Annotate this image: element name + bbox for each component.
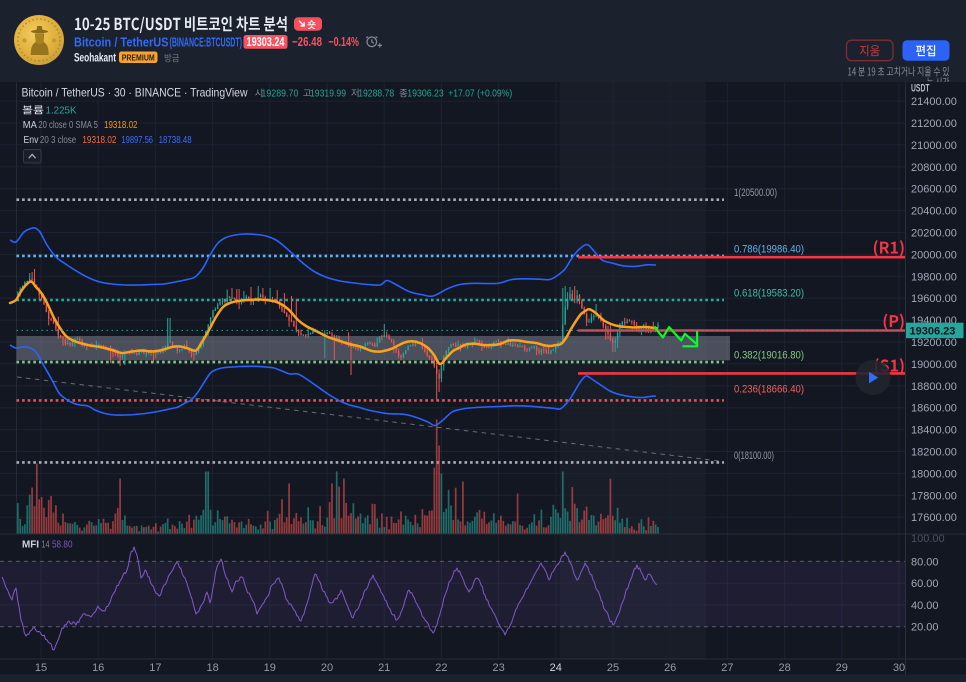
svg-text:17800.00: 17800.00: [911, 490, 957, 502]
svg-text:21: 21: [378, 662, 390, 674]
svg-text:Env: Env: [24, 134, 40, 146]
svg-text:18600.00: 18600.00: [911, 403, 957, 415]
svg-text:MA: MA: [23, 119, 37, 131]
svg-text:0.618(19583.20): 0.618(19583.20): [734, 288, 804, 300]
svg-text:19318.02: 19318.02: [104, 119, 138, 131]
svg-text:17600.00: 17600.00: [911, 512, 957, 524]
svg-text:MFI: MFI: [22, 539, 39, 551]
svg-text:19288.78: 19288.78: [358, 88, 394, 100]
svg-text:19600.00: 19600.00: [911, 293, 957, 305]
svg-text:Bitcoin / TetherUS · 30 · BINA: Bitcoin / TetherUS · 30 · BINANCE · Trad…: [22, 86, 248, 100]
svg-text:19306.23: 19306.23: [910, 326, 956, 338]
svg-text:100.00: 100.00: [911, 533, 945, 545]
svg-text:0.786(19986.40): 0.786(19986.40): [734, 243, 804, 255]
svg-text:14: 14: [42, 539, 50, 551]
svg-text:0(18100.00): 0(18100.00): [734, 450, 774, 462]
svg-text:17: 17: [149, 662, 161, 674]
svg-text:PREMIUM: PREMIUM: [122, 53, 155, 62]
svg-text:USDT: USDT: [911, 83, 930, 95]
svg-text:22: 22: [435, 662, 447, 674]
svg-text:−0.14%: −0.14%: [328, 35, 359, 49]
svg-text:0.382(19016.80): 0.382(19016.80): [734, 350, 804, 362]
svg-text:16: 16: [92, 662, 104, 674]
svg-text:20000.00: 20000.00: [911, 249, 957, 261]
svg-text:60.00: 60.00: [911, 578, 939, 590]
svg-text:58.80: 58.80: [52, 539, 73, 551]
svg-text:Bitcoin / TetherUS: Bitcoin / TetherUS: [74, 35, 169, 50]
svg-text:20 3 close: 20 3 close: [40, 135, 77, 146]
svg-text:20200.00: 20200.00: [911, 228, 957, 240]
svg-text:19: 19: [264, 662, 276, 674]
svg-text:15: 15: [35, 662, 47, 674]
svg-text:26: 26: [664, 662, 676, 674]
svg-text:+17.07 (+0.09%): +17.07 (+0.09%): [448, 88, 512, 100]
svg-text:25: 25: [607, 662, 619, 674]
svg-text:20: 20: [321, 662, 333, 674]
svg-text:80.00: 80.00: [911, 557, 939, 569]
svg-text:19289.70: 19289.70: [261, 88, 298, 100]
svg-text:21200.00: 21200.00: [911, 118, 957, 130]
svg-text:20 close 0 SMA 5: 20 close 0 SMA 5: [38, 120, 98, 131]
svg-text:19303.24: 19303.24: [247, 35, 285, 49]
svg-text:21400.00: 21400.00: [911, 96, 957, 108]
svg-text:19319.99: 19319.99: [310, 88, 346, 100]
svg-text:19318.02: 19318.02: [82, 134, 116, 146]
svg-text:−26.48: −26.48: [292, 35, 322, 49]
svg-text:19200.00: 19200.00: [911, 337, 957, 349]
svg-text:0.236(18666.40): 0.236(18666.40): [734, 384, 804, 396]
svg-text:19000.00: 19000.00: [911, 359, 957, 371]
svg-text:30: 30: [893, 662, 905, 674]
svg-text:21000.00: 21000.00: [911, 140, 957, 152]
svg-text:24: 24: [550, 662, 562, 674]
svg-text:20800.00: 20800.00: [911, 162, 957, 174]
svg-text:23: 23: [492, 662, 504, 674]
svg-text:1.225K: 1.225K: [46, 105, 77, 117]
svg-text:18400.00: 18400.00: [911, 425, 957, 437]
svg-text:19897.56: 19897.56: [121, 134, 153, 146]
svg-text:(BINANCE:BTCUSDT): (BINANCE:BTCUSDT): [170, 35, 243, 50]
svg-text:18: 18: [206, 662, 218, 674]
svg-text:28: 28: [778, 662, 790, 674]
svg-text:18738.48: 18738.48: [159, 134, 192, 146]
svg-text:18800.00: 18800.00: [911, 381, 957, 393]
svg-text:18000.00: 18000.00: [911, 468, 957, 480]
svg-text:20400.00: 20400.00: [911, 206, 957, 218]
svg-text:19800.00: 19800.00: [911, 271, 957, 283]
svg-text:20.00: 20.00: [911, 622, 939, 634]
svg-text:40.00: 40.00: [911, 600, 939, 612]
svg-text:19306.23: 19306.23: [407, 88, 444, 100]
svg-text:27: 27: [721, 662, 733, 674]
svg-text:20600.00: 20600.00: [911, 184, 957, 196]
svg-text:18200.00: 18200.00: [911, 447, 957, 459]
svg-text:Seohakant: Seohakant: [74, 51, 116, 65]
svg-text:29: 29: [836, 662, 848, 674]
svg-text:1(20500.00): 1(20500.00): [734, 187, 777, 199]
